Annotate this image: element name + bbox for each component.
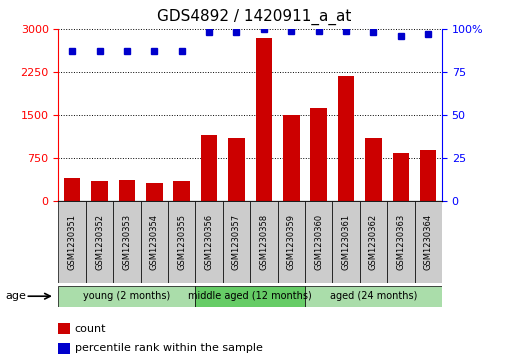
Bar <box>283 115 300 201</box>
Text: aged (24 months): aged (24 months) <box>330 291 417 301</box>
Bar <box>196 201 223 283</box>
Bar <box>58 286 196 307</box>
Text: GSM1230356: GSM1230356 <box>205 214 213 270</box>
Text: GSM1230364: GSM1230364 <box>424 214 433 270</box>
Text: age: age <box>5 291 26 301</box>
Bar <box>196 286 305 307</box>
Bar <box>223 201 250 283</box>
Bar <box>141 201 168 283</box>
Text: GSM1230360: GSM1230360 <box>314 214 323 270</box>
Text: GSM1230358: GSM1230358 <box>260 214 268 270</box>
Bar <box>86 201 113 283</box>
Text: GSM1230359: GSM1230359 <box>287 214 296 270</box>
Text: count: count <box>75 323 106 334</box>
Text: GSM1230351: GSM1230351 <box>68 214 77 270</box>
Bar <box>91 182 108 201</box>
Text: percentile rank within the sample: percentile rank within the sample <box>75 343 263 354</box>
Bar <box>228 138 245 201</box>
Text: GSM1230355: GSM1230355 <box>177 214 186 270</box>
Bar <box>415 201 442 283</box>
Bar <box>256 38 272 201</box>
Text: GSM1230357: GSM1230357 <box>232 214 241 270</box>
Bar <box>387 201 415 283</box>
Bar <box>310 108 327 201</box>
Bar <box>360 201 387 283</box>
Bar <box>146 183 163 201</box>
Bar <box>201 135 217 201</box>
Text: GSM1230362: GSM1230362 <box>369 214 378 270</box>
Text: GDS4892 / 1420911_a_at: GDS4892 / 1420911_a_at <box>157 9 351 25</box>
Bar <box>305 286 442 307</box>
Bar <box>393 152 409 201</box>
Text: GSM1230352: GSM1230352 <box>95 214 104 270</box>
Text: GSM1230353: GSM1230353 <box>122 214 132 270</box>
Bar <box>305 201 332 283</box>
Bar <box>250 201 277 283</box>
Text: GSM1230363: GSM1230363 <box>396 214 405 270</box>
Bar <box>173 182 190 201</box>
Text: young (2 months): young (2 months) <box>83 291 171 301</box>
Text: middle aged (12 months): middle aged (12 months) <box>188 291 312 301</box>
Bar <box>168 201 196 283</box>
Bar <box>113 201 141 283</box>
Bar <box>420 150 436 201</box>
Text: GSM1230361: GSM1230361 <box>341 214 351 270</box>
Bar <box>119 180 135 201</box>
Bar <box>365 138 382 201</box>
Bar <box>64 179 80 201</box>
Bar <box>277 201 305 283</box>
Bar <box>338 76 354 201</box>
Bar <box>58 201 86 283</box>
Text: GSM1230354: GSM1230354 <box>150 214 159 270</box>
Bar <box>332 201 360 283</box>
